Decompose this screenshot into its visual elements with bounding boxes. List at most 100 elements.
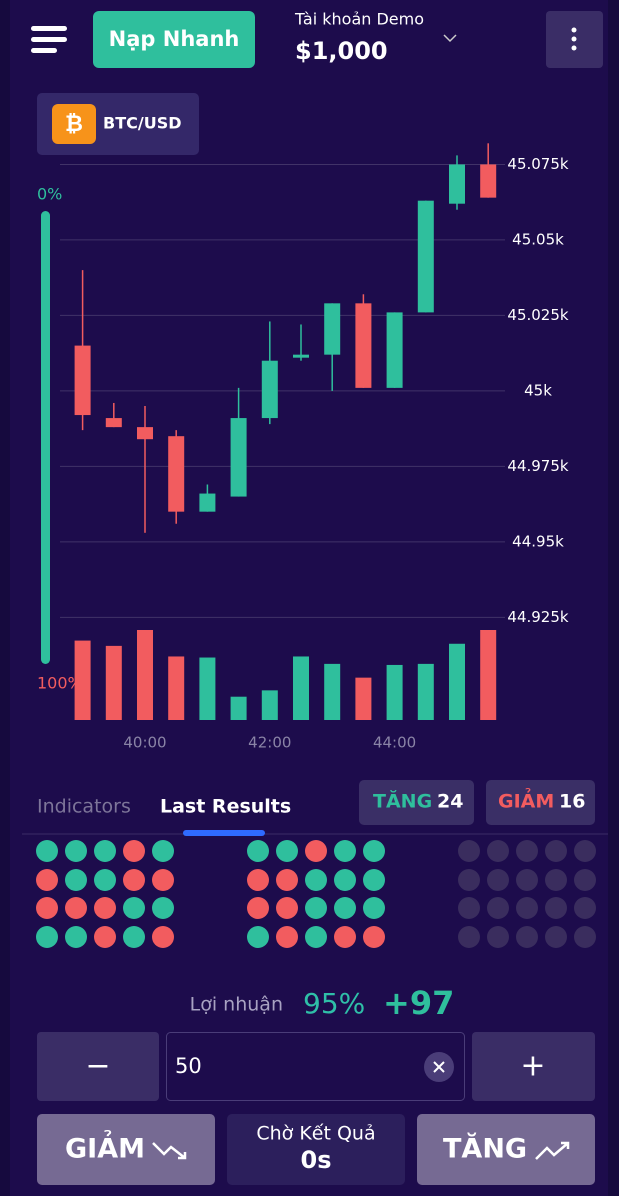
empty-dot [487,897,509,919]
result-dot [363,869,385,891]
more-icon [571,27,577,51]
candle-body [480,164,497,198]
candle-body [324,303,341,355]
empty-dot [487,840,509,862]
btc-icon [52,104,96,144]
volume-bar [168,656,185,720]
result-dot [123,840,145,862]
y-tick-label: 44.975k [507,457,568,475]
candle-body [417,200,434,313]
result-dot [94,897,116,919]
result-dot [152,926,174,948]
result-dot [152,869,174,891]
empty-dot [458,897,480,919]
y-tick-label: 44.925k [507,608,568,626]
volume-bar [480,630,497,720]
result-dot [363,840,385,862]
result-dot [305,869,327,891]
down-count-label: GIẢM [498,788,554,813]
down-icon [152,1142,187,1160]
empty-dot [574,926,596,948]
range-bar [41,211,50,664]
result-dot [36,926,58,948]
result-dot [334,840,356,862]
empty-dot [545,869,567,891]
result-dot [363,897,385,919]
plus-label: + [520,1049,545,1084]
candle-body [199,493,216,512]
result-dot [123,897,145,919]
profit-amount: +97 [383,984,454,1022]
y-tick-label: 45.05k [512,230,564,248]
up-button[interactable] [417,1114,595,1185]
plus-button[interactable] [472,1032,595,1101]
balance: $1,000 [295,37,388,65]
down-button-label: GIẢM [65,1130,145,1165]
deposit-button[interactable] [93,11,255,68]
menu-icon[interactable] [31,26,67,53]
empty-dot [516,897,538,919]
result-dot [276,897,298,919]
result-dot [123,926,145,948]
result-dot [152,840,174,862]
asset-label: BTC/USD [103,114,182,133]
empty-dot [458,926,480,948]
up-count-label: TĂNG [373,789,432,813]
result-dot [65,926,87,948]
candle-body [74,345,91,416]
down-count-badge [486,780,595,825]
results [36,840,596,948]
up-count: 24 [437,791,463,813]
candle-body [105,418,122,428]
result-dot [36,869,58,891]
candle-body [230,418,247,497]
amount-value: 50 [175,1054,202,1078]
volume-bar [199,657,216,720]
y-tick-label: 45.075k [507,155,568,173]
candle-body [261,360,278,419]
y-tick-label: 44.95k [512,532,564,550]
empty-dot [574,869,596,891]
result-dot [247,897,269,919]
account-chevron[interactable] [443,34,457,43]
empty-dot [545,840,567,862]
chart: 45.075k 45.05k 45.025k 45k 44.975k 44.95k 44.9… [60,143,569,752]
btc-symbol: ₿ [65,112,83,137]
result-dot [305,840,327,862]
result-dot [276,869,298,891]
tab-active[interactable]: Last Results [160,796,291,818]
up-count-badge [359,780,474,825]
volume-bar [324,663,341,720]
result-dot [36,897,58,919]
timer: 0s [301,1146,332,1174]
up-button-label: TĂNG [443,1133,527,1165]
empty-dot [516,869,538,891]
volume-bar [293,656,309,720]
result-dot [94,926,116,948]
down-count: 16 [559,791,585,813]
empty-dot [574,897,596,919]
deposit-label: Nạp Nhanh [109,27,240,51]
profit-percent: 95% [303,987,365,1020]
volume-bar [386,664,403,720]
empty-dot [487,869,509,891]
result-dot [65,869,87,891]
y-tick-label: 45k [524,381,552,399]
minus-button[interactable] [37,1032,159,1101]
down-button[interactable] [37,1114,215,1185]
result-dot [247,869,269,891]
tab[interactable]: Indicators [37,796,131,818]
amount-input[interactable] [166,1032,465,1101]
volume-bar [355,677,372,720]
result-dot [65,840,87,862]
result-dot [152,897,174,919]
result-dot [276,840,298,862]
x-tick-label: 44:00 [373,734,416,752]
result-dot [94,840,116,862]
volume-bar [449,643,465,720]
volume-bar [74,640,91,720]
panel [10,0,608,1196]
result-dot [305,897,327,919]
